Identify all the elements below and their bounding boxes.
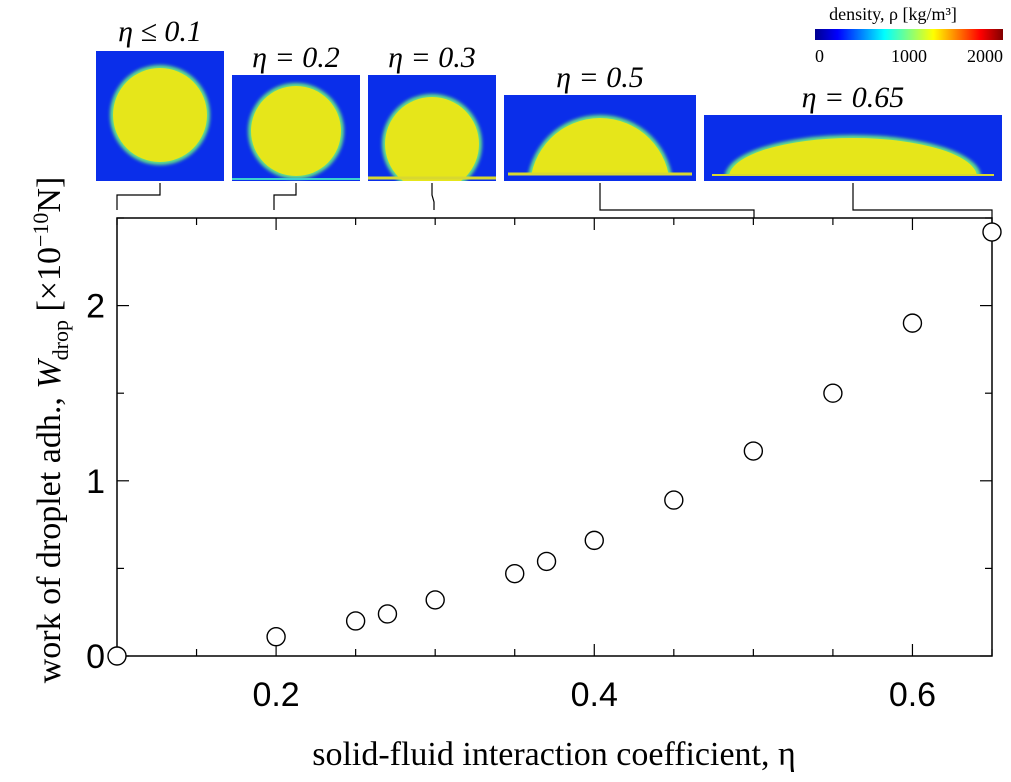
connector-1 xyxy=(116,183,161,210)
x-tick-label: 0.2 xyxy=(252,676,299,714)
connector-4 xyxy=(599,183,755,218)
axis-tick-labels: 0.2 0.4 0.6 0 1 2 xyxy=(86,288,936,714)
inset-label-eta-0.5: η = 0.5 xyxy=(556,61,644,94)
data-point xyxy=(345,611,366,631)
data-point xyxy=(664,490,684,510)
inset-label-eta-0.1: η ≤ 0.1 xyxy=(118,15,202,48)
data-point xyxy=(266,627,286,647)
connector-2 xyxy=(273,183,297,210)
inset-label-eta-0.3: η = 0.3 xyxy=(388,41,476,74)
data-point xyxy=(584,530,604,551)
x-axis-label: solid-fluid interaction coefficient, η xyxy=(312,736,796,773)
axis-ticks xyxy=(116,217,993,657)
colorbar-title: density, ρ [kg/m³] xyxy=(829,4,957,24)
colorbar-gradient xyxy=(815,29,1003,40)
colorbar-tick-label: 1000 xyxy=(891,46,927,66)
connector-5 xyxy=(852,183,993,218)
inset-panel-5 xyxy=(704,115,1002,181)
y-tick-label: 1 xyxy=(86,463,105,501)
data-point xyxy=(505,563,525,584)
colorbar-tick-label: 2000 xyxy=(967,46,1003,66)
data-point xyxy=(536,551,557,572)
inset-panel-4 xyxy=(504,95,696,181)
x-tick-label: 0.4 xyxy=(571,676,618,714)
colorbar: density, ρ [kg/m³] 0 1000 2000 xyxy=(815,4,1003,66)
data-point xyxy=(107,646,127,666)
data-point xyxy=(902,313,923,333)
plot-area xyxy=(116,217,993,657)
inset-panel-1 xyxy=(96,51,224,181)
inset-label-eta-0.2: η = 0.2 xyxy=(252,41,340,74)
y-tick-label: 0 xyxy=(86,638,105,676)
y-tick-label: 2 xyxy=(86,288,105,326)
inset-panel-2 xyxy=(232,75,360,181)
data-point xyxy=(425,590,445,610)
data-points xyxy=(107,222,1002,666)
inset-panels: η ≤ 0.1 η = 0.2 η = 0.3 η = 0.5 η = 0.65 xyxy=(96,15,1002,181)
y-axis-label: work of droplet adh., Wdrop [×10−10N] xyxy=(28,177,73,684)
inset-panel-3 xyxy=(368,75,496,181)
data-point xyxy=(823,383,843,403)
x-tick-label: 0.6 xyxy=(889,676,936,714)
inset-connectors xyxy=(116,183,993,218)
connector-3 xyxy=(431,183,435,210)
data-point xyxy=(743,441,764,461)
inset-label-eta-0.65: η = 0.65 xyxy=(802,81,905,114)
data-point xyxy=(982,222,1002,242)
data-point xyxy=(377,604,398,624)
colorbar-tick-label: 0 xyxy=(815,46,824,66)
